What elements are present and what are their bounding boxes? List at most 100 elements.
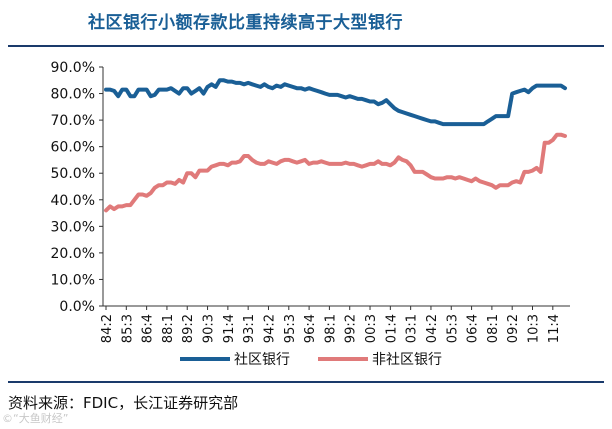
y-tick-label: 40.0% bbox=[51, 193, 95, 209]
data-point-1 bbox=[483, 123, 485, 125]
data-point-2 bbox=[422, 171, 424, 173]
data-point-1 bbox=[479, 123, 481, 125]
data-point-2 bbox=[251, 159, 253, 161]
data-point-1 bbox=[430, 120, 432, 122]
data-point-1 bbox=[194, 90, 196, 92]
data-point-2 bbox=[170, 181, 172, 184]
x-axis-ticks: 84:2 85:3 86:4 88:1 89:2 90:3 91:4 93:1 94:2 95:3… bbox=[100, 306, 562, 343]
data-point-1 bbox=[552, 85, 554, 87]
data-point-2 bbox=[531, 170, 534, 172]
data-point-2 bbox=[349, 163, 351, 165]
data-point-2 bbox=[263, 163, 265, 165]
x-tick-label: 11:4 bbox=[547, 314, 562, 343]
data-point-2 bbox=[174, 183, 176, 185]
data-point-1 bbox=[109, 89, 111, 91]
y-tick-label: 30.0% bbox=[51, 219, 95, 235]
data-point-1 bbox=[296, 87, 298, 89]
data-point-2 bbox=[462, 177, 465, 180]
data-point-1 bbox=[361, 98, 363, 100]
data-point-2 bbox=[389, 164, 391, 166]
x-tick-label: 93:1 bbox=[242, 314, 257, 343]
data-point-1 bbox=[219, 79, 221, 81]
data-point-2 bbox=[491, 184, 493, 186]
data-point-2 bbox=[125, 204, 127, 206]
data-point-2 bbox=[458, 176, 460, 178]
data-point-2 bbox=[320, 160, 322, 162]
data-point-1 bbox=[328, 94, 330, 96]
data-point-2 bbox=[536, 167, 538, 169]
data-point-2 bbox=[336, 163, 339, 165]
data-point-2 bbox=[479, 180, 481, 182]
data-point-1 bbox=[345, 96, 347, 99]
x-tick-label: 84:2 bbox=[100, 314, 115, 343]
data-point-2 bbox=[406, 160, 408, 162]
data-point-1 bbox=[450, 123, 452, 125]
data-point-1 bbox=[503, 115, 505, 117]
data-point-1 bbox=[154, 94, 156, 96]
y-tick-label: 60.0% bbox=[51, 140, 95, 156]
data-point-1 bbox=[259, 86, 261, 88]
data-point-1 bbox=[142, 89, 144, 91]
x-tick-label: 88:1 bbox=[161, 314, 176, 343]
data-point-1 bbox=[247, 82, 249, 84]
data-point-2 bbox=[296, 162, 298, 164]
data-point-2 bbox=[552, 139, 554, 141]
data-point-1 bbox=[105, 89, 107, 91]
data-point-2 bbox=[150, 192, 152, 194]
data-point-2 bbox=[280, 160, 282, 162]
data-point-1 bbox=[324, 93, 326, 95]
data-point-2 bbox=[162, 184, 164, 186]
data-point-1 bbox=[446, 123, 448, 125]
data-point-1 bbox=[276, 85, 278, 87]
data-point-1 bbox=[357, 98, 359, 100]
data-point-1 bbox=[487, 120, 489, 122]
data-point-1 bbox=[198, 87, 200, 89]
y-tick-label: 80.0% bbox=[51, 87, 95, 103]
data-point-2 bbox=[397, 156, 400, 158]
x-tick-label: 03:1 bbox=[405, 314, 420, 343]
data-point-1 bbox=[536, 85, 538, 87]
x-tick-label: 06:4 bbox=[466, 314, 481, 343]
data-point-2 bbox=[385, 163, 387, 165]
data-point-1 bbox=[125, 89, 127, 91]
y-tick-label: 0.0% bbox=[59, 299, 95, 315]
data-point-2 bbox=[109, 205, 111, 207]
data-point-1 bbox=[519, 90, 521, 92]
series-line-1 bbox=[104, 78, 567, 127]
data-point-1 bbox=[235, 82, 237, 84]
data-point-1 bbox=[300, 87, 302, 89]
data-point-1 bbox=[227, 81, 229, 83]
data-point-1 bbox=[548, 85, 550, 87]
data-point-2 bbox=[211, 166, 213, 168]
data-point-1 bbox=[251, 83, 253, 85]
data-point-2 bbox=[345, 162, 347, 164]
x-tick-label: 90:3 bbox=[202, 314, 217, 343]
data-point-2 bbox=[401, 159, 404, 161]
data-point-1 bbox=[523, 89, 526, 91]
data-point-2 bbox=[507, 184, 509, 186]
x-tick-label: 95:3 bbox=[283, 314, 298, 343]
x-tick-label: 09:2 bbox=[506, 314, 521, 343]
data-point-2 bbox=[219, 163, 221, 165]
data-point-2 bbox=[158, 184, 160, 186]
data-point-2 bbox=[292, 160, 294, 162]
x-tick-label: 89:2 bbox=[181, 314, 196, 343]
data-point-1 bbox=[158, 89, 160, 91]
data-point-2 bbox=[414, 171, 416, 173]
data-point-1 bbox=[499, 115, 501, 117]
data-point-1 bbox=[215, 86, 217, 88]
data-point-2 bbox=[137, 193, 140, 196]
data-point-1 bbox=[280, 86, 282, 88]
data-point-1 bbox=[556, 85, 558, 87]
series-lines bbox=[104, 78, 567, 213]
data-point-2 bbox=[442, 177, 444, 180]
data-point-1 bbox=[393, 107, 395, 109]
data-point-2 bbox=[206, 170, 209, 172]
data-point-2 bbox=[438, 177, 440, 180]
data-point-2 bbox=[146, 195, 148, 197]
data-point-1 bbox=[117, 95, 119, 97]
data-point-2 bbox=[223, 163, 225, 165]
data-point-2 bbox=[503, 184, 505, 186]
data-point-1 bbox=[438, 122, 440, 124]
data-point-2 bbox=[239, 160, 241, 162]
